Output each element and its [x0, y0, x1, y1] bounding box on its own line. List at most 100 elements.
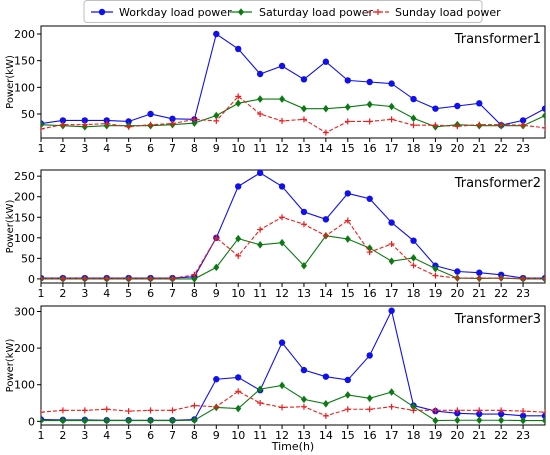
data-point	[81, 416, 88, 425]
data-point	[322, 399, 329, 408]
data-point	[59, 416, 66, 425]
x-tick-label: 11	[253, 429, 267, 442]
data-point	[454, 123, 461, 130]
x-tick-label: 22	[494, 429, 508, 442]
x-tick-label: 8	[191, 287, 198, 300]
x-tick-label: 19	[428, 287, 442, 300]
data-point	[147, 110, 154, 118]
data-point	[388, 80, 395, 87]
data-point	[279, 404, 286, 411]
x-tick-label: 5	[125, 142, 132, 155]
x-tick-label: 12	[275, 142, 289, 155]
data-point	[41, 120, 44, 129]
y-axis-label: Power(kW)	[5, 200, 16, 254]
data-point	[388, 240, 395, 247]
data-point	[366, 406, 373, 413]
data-point	[476, 407, 483, 414]
series-saturday	[41, 231, 545, 283]
x-tick-label: 13	[297, 429, 311, 442]
data-point	[235, 183, 242, 190]
x-tick-label: 4	[103, 429, 110, 442]
y-tick-label: 50	[21, 252, 35, 265]
data-point	[498, 121, 505, 128]
data-point	[454, 268, 461, 275]
panel-title: Transformer1	[454, 32, 541, 47]
data-point	[366, 78, 373, 86]
data-point	[388, 403, 395, 410]
data-point	[432, 272, 439, 279]
data-point	[300, 403, 307, 410]
data-point	[410, 407, 417, 414]
x-tick-label: 14	[319, 142, 333, 155]
data-point	[235, 252, 242, 259]
data-point	[410, 402, 417, 411]
data-point	[344, 406, 351, 413]
data-point	[213, 234, 220, 241]
panel-title: Transformer2	[454, 176, 541, 191]
data-point	[344, 235, 351, 243]
y-tick-label: 100	[14, 379, 35, 392]
x-tick-label: 18	[407, 429, 421, 442]
x-tick-label: 8	[191, 142, 198, 155]
data-point	[476, 410, 483, 418]
data-point	[191, 271, 198, 278]
data-point	[322, 232, 329, 239]
data-point	[235, 388, 242, 395]
data-point	[41, 275, 44, 282]
x-tick-label: 19	[428, 142, 442, 155]
data-point	[366, 249, 373, 256]
data-point	[257, 385, 264, 393]
data-point	[322, 216, 330, 223]
data-point	[519, 412, 527, 420]
data-point	[454, 416, 461, 425]
data-point	[169, 275, 176, 282]
data-point	[257, 400, 264, 407]
x-tick-label: 16	[363, 287, 377, 300]
data-point	[410, 122, 417, 129]
data-point	[520, 408, 527, 415]
data-point	[432, 122, 439, 129]
x-tick-label: 9	[213, 287, 220, 300]
y-tick-label: 150	[14, 55, 35, 68]
data-point	[366, 118, 373, 125]
data-point	[169, 115, 176, 123]
data-point	[322, 104, 329, 113]
data-point	[81, 121, 88, 128]
y-tick-label: 100	[14, 81, 35, 94]
data-point	[432, 416, 439, 425]
data-point	[498, 416, 505, 425]
x-tick-label: 3	[81, 429, 88, 442]
data-point	[235, 99, 242, 108]
series-sunday	[41, 388, 545, 419]
data-point	[103, 117, 110, 124]
data-point	[542, 124, 545, 131]
data-point	[388, 102, 395, 111]
x-tick-label: 10	[231, 429, 245, 442]
data-point	[103, 416, 110, 425]
legend-label: Workday load power	[119, 6, 232, 19]
y-tick-label: 300	[14, 305, 35, 318]
x-tick-label: 21	[472, 429, 486, 442]
x-tick-label: 23	[516, 429, 530, 442]
data-point	[256, 70, 264, 78]
x-tick-label: 10	[231, 287, 245, 300]
data-point	[125, 118, 132, 125]
x-tick-label: 22	[494, 287, 508, 300]
series-line	[41, 95, 545, 134]
data-point	[454, 102, 461, 110]
x-tick-label: 11	[253, 142, 267, 155]
data-point	[476, 121, 483, 128]
data-point	[300, 116, 307, 123]
data-point	[454, 407, 461, 414]
data-point	[388, 388, 395, 396]
data-point	[476, 275, 483, 282]
x-tick-label: 6	[147, 287, 154, 300]
x-tick-label: 7	[169, 429, 176, 442]
x-tick-label: 15	[341, 287, 355, 300]
x-tick-label: 3	[81, 287, 88, 300]
data-point	[520, 416, 527, 425]
plot-frame	[40, 25, 546, 139]
x-tick-label: 15	[341, 142, 355, 155]
data-point	[366, 394, 373, 403]
